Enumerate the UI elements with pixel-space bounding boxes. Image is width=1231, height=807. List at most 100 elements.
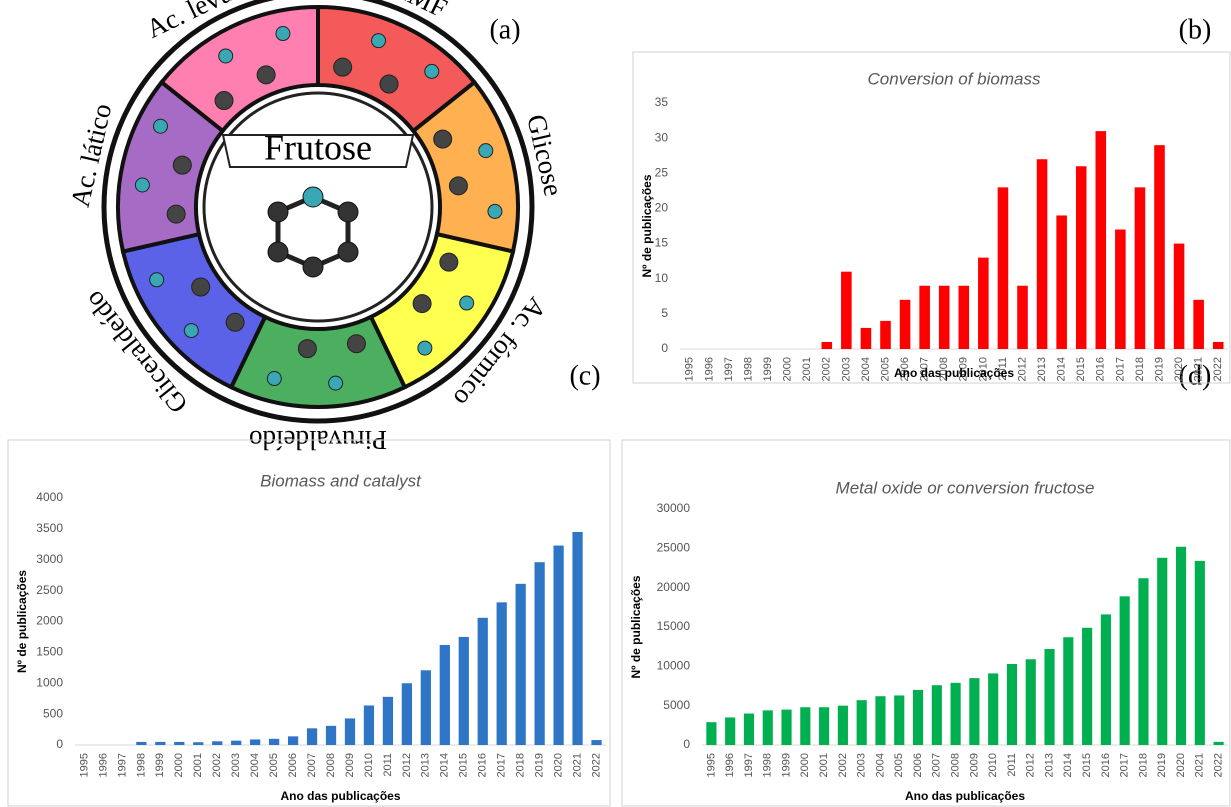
y-tick-label: 1000 — [36, 675, 63, 689]
atom — [334, 58, 352, 76]
x-tick-label: 1998 — [135, 753, 147, 777]
y-tick-label: 2500 — [36, 583, 63, 597]
bar — [1174, 244, 1185, 349]
bar — [591, 740, 601, 745]
x-tick-label: 2022 — [1212, 357, 1224, 381]
x-tick-label: 1997 — [116, 753, 128, 777]
bar — [838, 706, 848, 745]
bar — [781, 710, 791, 745]
atom — [215, 92, 233, 110]
bar — [345, 718, 355, 745]
bar — [250, 739, 260, 745]
bar — [155, 742, 165, 745]
bar — [1176, 547, 1186, 745]
x-tick-label: 2008 — [950, 753, 962, 777]
bar — [572, 532, 582, 745]
x-tick-label: 2007 — [931, 753, 943, 777]
chart: Biomass and catalyst05001000150020002500… — [8, 440, 610, 806]
bar — [535, 562, 545, 745]
bar — [1135, 187, 1146, 349]
bar — [288, 736, 298, 745]
bar — [744, 714, 754, 745]
bar — [998, 187, 1009, 349]
atom — [226, 313, 244, 331]
x-tick-label: 2001 — [818, 753, 830, 777]
bar — [193, 742, 203, 745]
bar — [1138, 578, 1148, 745]
atom — [267, 372, 281, 386]
x-tick-label: 2001 — [192, 753, 204, 777]
x-tick-label: 2005 — [893, 753, 905, 777]
bar — [939, 286, 950, 349]
x-tick-label: 2006 — [287, 753, 299, 777]
y-tick-label: 3000 — [36, 552, 63, 566]
bar — [988, 673, 998, 745]
y-tick-label: 35 — [655, 95, 669, 109]
bar — [913, 690, 923, 745]
x-tick-label: 2012 — [1025, 753, 1037, 777]
x-tick-label: 2018 — [1137, 753, 1149, 777]
atom — [276, 27, 290, 41]
bar — [1195, 561, 1205, 745]
x-tick-label: 2022 — [590, 753, 602, 777]
atom — [372, 34, 386, 48]
atom — [303, 257, 323, 277]
y-tick-label: 20 — [655, 201, 669, 215]
bar — [1214, 742, 1224, 745]
x-tick-label: 2015 — [1081, 753, 1093, 777]
figure: Ac. levulínicoHMFGlicoseAc. fórmicoPiruv… — [0, 0, 1231, 807]
x-tick-label: 2021 — [1193, 357, 1205, 381]
bar — [1056, 215, 1067, 349]
atom — [347, 335, 365, 353]
bar — [822, 342, 833, 349]
chart-title: Biomass and catalyst — [260, 471, 422, 490]
atom — [488, 204, 502, 218]
x-tick-label: 1998 — [762, 753, 774, 777]
atom — [173, 156, 191, 174]
bar — [231, 741, 241, 745]
y-tick-label: 10000 — [657, 659, 691, 673]
x-tick-label: 1997 — [723, 357, 735, 381]
y-tick-label: 30 — [655, 130, 669, 144]
y-tick-label: 15000 — [657, 619, 691, 633]
x-tick-label: 2006 — [912, 753, 924, 777]
x-tick-label: 2021 — [1194, 753, 1206, 777]
x-tick-label: 1999 — [780, 753, 792, 777]
bar — [516, 584, 526, 745]
bar — [841, 272, 852, 349]
x-tick-label: 2012 — [401, 753, 413, 777]
x-tick-label: 2017 — [496, 753, 508, 777]
x-tick-label: 2002 — [211, 753, 223, 777]
atom — [329, 376, 343, 390]
atom — [440, 253, 458, 271]
x-tick-label: 2021 — [571, 753, 583, 777]
x-tick-label: 2000 — [782, 357, 794, 381]
panel-label: (b) — [1179, 14, 1212, 45]
x-tick-label: 2019 — [534, 753, 546, 777]
atom — [167, 205, 185, 223]
bar — [1101, 614, 1111, 745]
y-tick-label: 0 — [56, 737, 63, 751]
bar — [1213, 342, 1224, 349]
x-axis-label: Ano das publicações — [905, 789, 1025, 803]
x-axis-label: Ano das publicações — [894, 366, 1014, 380]
x-tick-label: 2003 — [856, 753, 868, 777]
y-tick-label: 5 — [661, 306, 668, 320]
bar — [212, 741, 222, 745]
x-tick-label: 2014 — [439, 753, 451, 777]
atom — [303, 187, 323, 207]
y-tick-label: 4000 — [36, 490, 63, 504]
atom — [268, 202, 288, 222]
x-tick-label: 2005 — [268, 753, 280, 777]
x-axis-label: Ano das publicações — [280, 789, 400, 803]
x-tick-label: 2007 — [306, 753, 318, 777]
x-tick-label: 2020 — [552, 753, 564, 777]
y-tick-label: 0 — [661, 341, 668, 355]
atom — [460, 296, 474, 310]
atom — [135, 178, 149, 192]
bar — [900, 300, 911, 349]
atom — [479, 144, 493, 158]
y-tick-label: 3500 — [36, 521, 63, 535]
x-tick-label: 2015 — [1075, 357, 1087, 381]
x-tick-label: 2018 — [1134, 357, 1146, 381]
